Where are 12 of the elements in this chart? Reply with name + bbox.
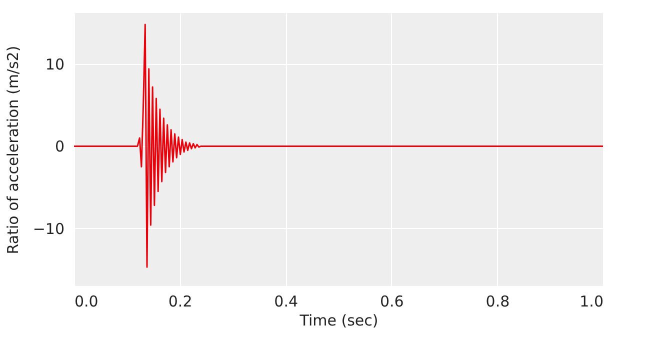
line-series xyxy=(74,24,603,268)
y-tick-label: −10 xyxy=(32,220,64,238)
y-tick-label: 10 xyxy=(45,55,64,74)
x-tick-label: 0.0 xyxy=(74,292,98,310)
x-axis-title: Time (sec) xyxy=(298,312,378,330)
x-tick-label: 1.0 xyxy=(580,292,604,310)
y-tick-label: 0 xyxy=(54,138,64,156)
x-tick-label: 0.4 xyxy=(274,292,298,310)
x-tick-label: 0.8 xyxy=(486,292,510,310)
x-tick-label: 0.6 xyxy=(380,292,404,310)
x-tick-label: 0.2 xyxy=(168,292,192,310)
y-axis-title: Ratio of acceleration (m/s2) xyxy=(4,46,22,254)
